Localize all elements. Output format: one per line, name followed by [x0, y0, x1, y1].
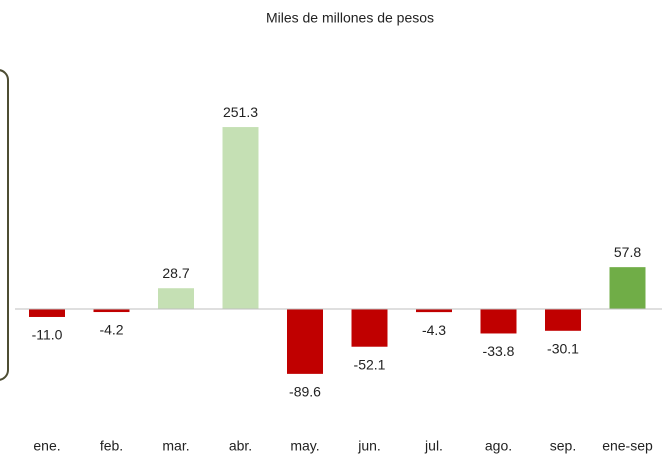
value-label: -4.3	[422, 322, 446, 338]
x-tick-label: jun.	[357, 438, 381, 454]
value-label: 28.7	[162, 265, 189, 281]
value-label: -52.1	[354, 356, 386, 372]
value-label: 57.8	[614, 244, 641, 260]
bar	[416, 309, 452, 313]
bar	[480, 309, 517, 334]
chart-title: Miles de millones de pesos	[266, 10, 434, 26]
bar	[545, 309, 581, 331]
value-label: -33.8	[483, 343, 515, 359]
value-label: 251.3	[223, 104, 258, 120]
bar	[93, 309, 130, 313]
bar	[222, 127, 259, 309]
x-tick-label: mar.	[162, 438, 189, 454]
bar	[351, 309, 388, 347]
value-label: -30.1	[547, 340, 579, 356]
x-tick-label: ago.	[485, 438, 512, 454]
x-tick-label: abr.	[229, 438, 252, 454]
bar	[158, 288, 194, 309]
bar	[29, 309, 65, 317]
x-tick-label: ene.	[33, 438, 60, 454]
value-label: -89.6	[289, 384, 321, 400]
frame-edge	[0, 69, 9, 381]
x-tick-label: ene-sep	[602, 438, 653, 454]
value-label: -11.0	[32, 327, 63, 343]
bar	[287, 309, 323, 374]
x-tick-label: jul.	[424, 438, 443, 454]
x-tick-label: may.	[290, 438, 319, 454]
value-label: -4.2	[99, 322, 123, 338]
bar	[609, 267, 646, 309]
x-tick-label: sep.	[550, 438, 576, 454]
x-tick-label: feb.	[100, 438, 123, 454]
